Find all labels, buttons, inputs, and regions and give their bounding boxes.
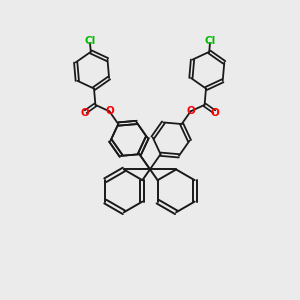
Text: O: O	[80, 108, 89, 118]
Text: O: O	[211, 108, 220, 118]
Text: O: O	[105, 106, 114, 116]
Text: Cl: Cl	[205, 36, 216, 46]
Text: O: O	[186, 106, 195, 116]
Text: Cl: Cl	[84, 36, 95, 46]
